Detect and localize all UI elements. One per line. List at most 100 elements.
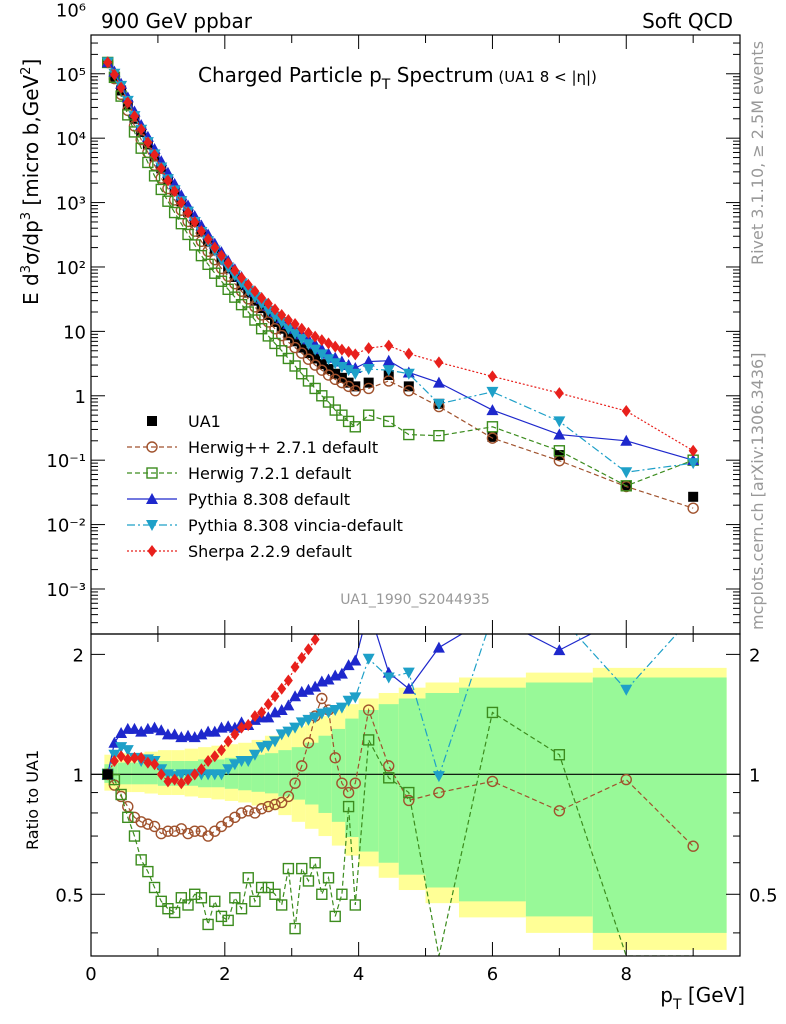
data-point	[343, 377, 354, 388]
x-tick-label: 8	[621, 964, 632, 985]
data-point	[302, 353, 315, 365]
ratio-point	[282, 699, 295, 711]
data-point	[621, 405, 631, 418]
main-panel: 10⁻³10⁻²10⁻¹11010²10³10⁴10⁵10⁶10⁷ Charge…	[19, 0, 741, 635]
ratio-point	[189, 825, 201, 837]
ratio-band-green	[525, 682, 593, 917]
ratio-point	[183, 773, 193, 786]
ratio-point	[155, 827, 167, 840]
data-point	[230, 264, 240, 277]
ratio-point	[228, 759, 241, 771]
data-point	[433, 429, 445, 442]
series-line	[107, 62, 694, 461]
data-point	[620, 480, 632, 492]
ratio-point	[182, 899, 194, 911]
ratio-y-tick-label: 1	[73, 765, 84, 786]
data-point	[309, 382, 321, 395]
ratio-point	[135, 816, 147, 828]
data-point	[434, 356, 444, 369]
ratio-point	[335, 667, 348, 679]
ratio-band-green	[278, 750, 292, 797]
ratio-point	[128, 722, 141, 734]
ratio-y-tick-label-right: 2	[749, 645, 760, 666]
ratio-point	[289, 690, 302, 702]
data-point	[269, 323, 281, 335]
ratio-point	[202, 830, 214, 842]
series-pythia-8-308-default	[101, 56, 700, 466]
data-point	[486, 421, 499, 433]
data-point	[243, 278, 253, 291]
y-tick-label: 10²	[56, 258, 86, 279]
ratio-point	[128, 830, 141, 842]
ratio-series-sherpa-2-2-9-default	[103, 634, 320, 790]
mcplots-note: mcplots.cern.ch [arXiv:1306.3436]	[748, 353, 767, 630]
data-point	[382, 354, 395, 366]
ratio-point	[275, 704, 288, 716]
data-point	[384, 339, 394, 352]
ratio-point	[289, 722, 302, 734]
ratio-point	[403, 794, 415, 807]
data-point	[257, 291, 267, 304]
data-point	[344, 345, 354, 358]
ratio-y-tick-label: 2	[73, 645, 84, 666]
ratio-point	[362, 734, 375, 746]
data-point	[189, 239, 201, 251]
data-point	[402, 368, 415, 380]
data-point	[315, 349, 328, 361]
ratio-point	[168, 728, 181, 740]
ratio-point	[302, 714, 315, 726]
ratio-point	[486, 706, 499, 719]
ratio-panel: 0 2 4 6 8 0.5 0.5 1 1 2 2 Ratio to UA1 pT [GeV]	[23, 633, 778, 1013]
ratio-point	[209, 825, 221, 837]
ratio-point	[342, 786, 355, 799]
ratio-point	[155, 724, 168, 736]
ratio-point	[262, 881, 275, 894]
data-point	[404, 347, 414, 360]
ratio-point	[269, 888, 281, 900]
ratio-point	[228, 721, 241, 733]
data-point	[303, 348, 314, 359]
data-point	[148, 170, 161, 182]
ratio-point	[222, 764, 235, 776]
ratio-point	[620, 684, 633, 696]
ratio-y-tick-label-right: 0.5	[749, 885, 778, 906]
ratio-point	[209, 895, 221, 908]
data-point	[276, 323, 287, 334]
ratio-point	[329, 705, 342, 717]
data-point	[403, 384, 415, 397]
ratio-point	[383, 772, 395, 784]
data-point	[296, 347, 308, 359]
data-point	[335, 361, 348, 373]
ratio-point	[262, 800, 275, 813]
data-point	[123, 96, 133, 109]
series-line	[107, 62, 694, 473]
ratio-series-herwig-7-2-1-default	[102, 706, 694, 956]
ratio-point	[242, 805, 254, 817]
x-tick-label: 4	[353, 964, 364, 985]
ratio-point	[283, 674, 293, 687]
data-point	[554, 387, 564, 400]
y-tick-label: 10⁻¹	[46, 451, 86, 472]
ratio-point	[295, 717, 308, 729]
ratio-point	[115, 788, 127, 801]
ratio-band-green	[458, 687, 526, 902]
data-point	[283, 330, 294, 341]
data-point	[176, 196, 186, 209]
ratio-point	[116, 750, 126, 763]
y-tick-label: 10⁴	[56, 129, 86, 150]
ratio-series-group	[101, 634, 699, 956]
ratio-ref-point	[102, 769, 113, 780]
ratio-point	[403, 786, 415, 799]
data-point	[553, 428, 566, 440]
ratio-line	[107, 711, 694, 956]
ratio-point	[182, 827, 194, 840]
data-point	[295, 334, 308, 346]
main-ylabel: E d3σ/dp3 [micro b,GeV2]	[19, 59, 43, 305]
ratio-point	[349, 777, 361, 789]
data-point	[553, 445, 566, 457]
ratio-point	[297, 651, 307, 664]
y-tick-label: 10	[63, 322, 86, 343]
ratio-band-green	[264, 753, 279, 794]
ratio-point	[362, 704, 375, 716]
